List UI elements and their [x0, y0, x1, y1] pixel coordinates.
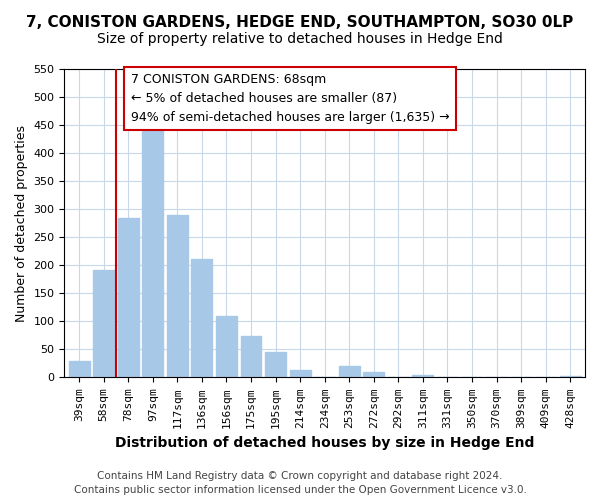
Text: Size of property relative to detached houses in Hedge End: Size of property relative to detached ho… [97, 32, 503, 46]
Bar [216, 316, 237, 378]
Text: 7 CONISTON GARDENS: 68sqm
← 5% of detached houses are smaller (87)
94% of semi-d: 7 CONISTON GARDENS: 68sqm ← 5% of detach… [131, 73, 449, 124]
Bar [560, 376, 581, 378]
Bar [167, 215, 188, 378]
Bar [142, 121, 163, 378]
Bar [69, 360, 89, 378]
Text: Contains HM Land Registry data © Crown copyright and database right 2024.
Contai: Contains HM Land Registry data © Crown c… [74, 471, 526, 495]
Bar [118, 218, 139, 378]
Bar [412, 374, 433, 378]
Bar [339, 366, 359, 378]
Text: 7, CONISTON GARDENS, HEDGE END, SOUTHAMPTON, SO30 0LP: 7, CONISTON GARDENS, HEDGE END, SOUTHAMP… [26, 15, 574, 30]
Y-axis label: Number of detached properties: Number of detached properties [15, 124, 28, 322]
Bar [241, 336, 262, 378]
X-axis label: Distribution of detached houses by size in Hedge End: Distribution of detached houses by size … [115, 436, 535, 450]
Bar [93, 270, 114, 378]
Bar [191, 258, 212, 378]
Bar [364, 372, 384, 378]
Bar [265, 352, 286, 378]
Bar [290, 370, 311, 378]
